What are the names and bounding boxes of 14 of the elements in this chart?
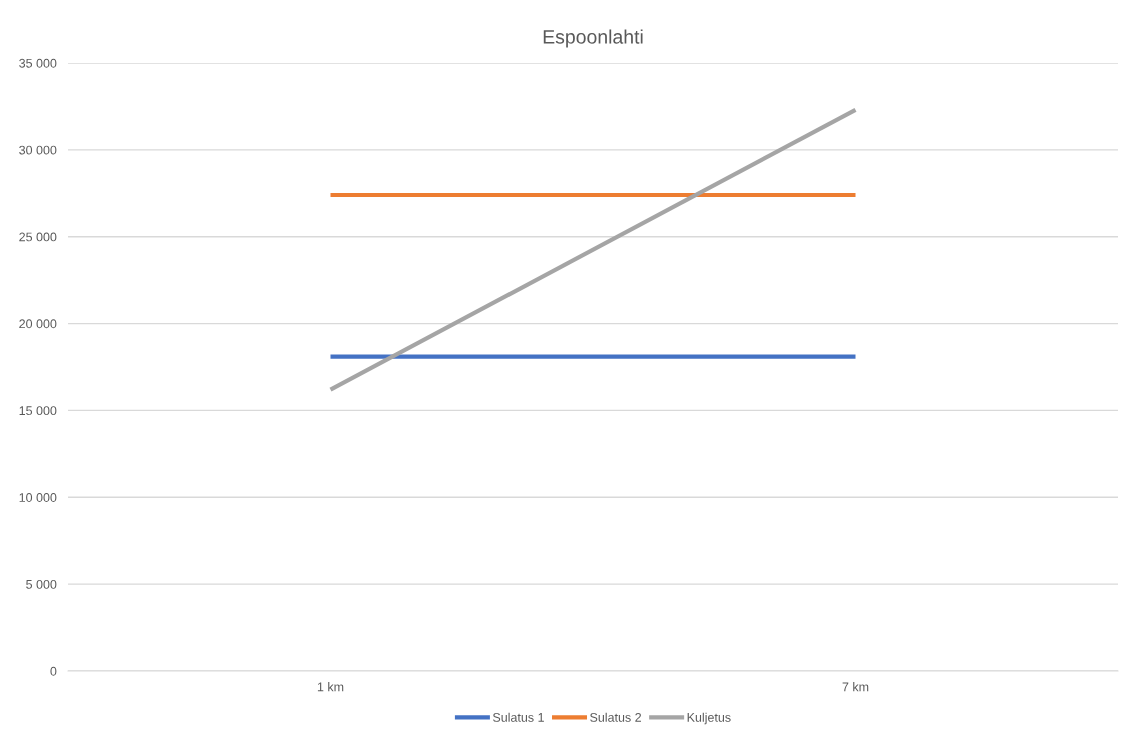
legend-label: Sulatus 2 [590, 712, 642, 722]
y-tick-label: 30 000 [19, 145, 57, 155]
legend-label: Kuljetus [687, 712, 731, 725]
y-tick-label: 25 000 [19, 232, 57, 242]
y-tick-label: 0 [50, 666, 57, 676]
y-tick-label: 10 000 [19, 493, 57, 502]
y-tick-label: 15 000 [19, 406, 57, 416]
y-tick-label: 35 000 [19, 58, 57, 68]
y-tick-label: 20 000 [19, 319, 57, 329]
y-tick-label: 5 000 [26, 579, 57, 589]
chart-title: Espoonlahti [543, 29, 643, 48]
x-tick-label: 7 km [842, 682, 869, 692]
x-tick-label: 1 km [317, 682, 344, 692]
legend-label: Sulatus 1 [492, 712, 544, 722]
